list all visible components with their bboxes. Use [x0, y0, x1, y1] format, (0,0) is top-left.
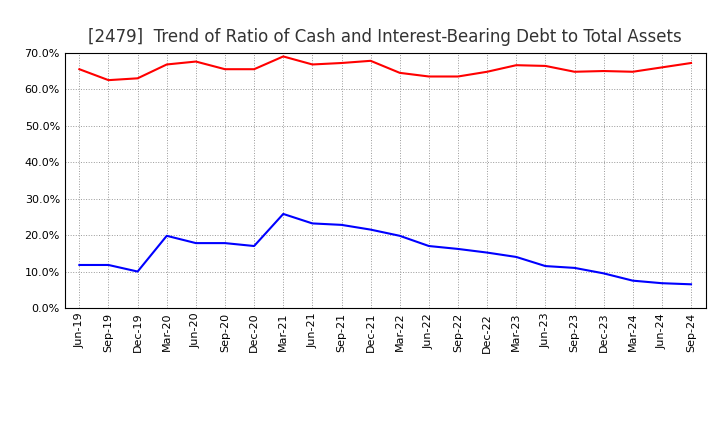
- Cash: [395, 70, 404, 76]
- Cash: [192, 59, 200, 64]
- Interest-Bearing Debt: [308, 221, 317, 226]
- Interest-Bearing Debt: [629, 278, 637, 283]
- Cash: [75, 66, 84, 72]
- Interest-Bearing Debt: [599, 271, 608, 276]
- Interest-Bearing Debt: [657, 281, 666, 286]
- Cash: [657, 65, 666, 70]
- Interest-Bearing Debt: [163, 233, 171, 238]
- Cash: [425, 74, 433, 79]
- Title: [2479]  Trend of Ratio of Cash and Interest-Bearing Debt to Total Assets: [2479] Trend of Ratio of Cash and Intere…: [89, 28, 682, 46]
- Cash: [570, 69, 579, 74]
- Cash: [337, 60, 346, 66]
- Interest-Bearing Debt: [337, 222, 346, 227]
- Cash: [163, 62, 171, 67]
- Cash: [104, 77, 113, 83]
- Interest-Bearing Debt: [75, 262, 84, 268]
- Cash: [308, 62, 317, 67]
- Interest-Bearing Debt: [454, 246, 462, 252]
- Interest-Bearing Debt: [395, 233, 404, 238]
- Interest-Bearing Debt: [425, 243, 433, 249]
- Cash: [454, 74, 462, 79]
- Interest-Bearing Debt: [366, 227, 375, 232]
- Interest-Bearing Debt: [541, 264, 550, 269]
- Cash: [220, 66, 229, 72]
- Interest-Bearing Debt: [279, 211, 287, 216]
- Line: Cash: Cash: [79, 56, 691, 80]
- Cash: [541, 63, 550, 69]
- Cash: [687, 60, 696, 66]
- Cash: [512, 62, 521, 68]
- Interest-Bearing Debt: [512, 254, 521, 260]
- Cash: [250, 66, 258, 72]
- Interest-Bearing Debt: [133, 269, 142, 274]
- Cash: [133, 76, 142, 81]
- Interest-Bearing Debt: [104, 262, 113, 268]
- Interest-Bearing Debt: [250, 243, 258, 249]
- Cash: [599, 68, 608, 73]
- Interest-Bearing Debt: [220, 241, 229, 246]
- Interest-Bearing Debt: [570, 265, 579, 271]
- Interest-Bearing Debt: [483, 250, 492, 255]
- Cash: [483, 69, 492, 74]
- Cash: [629, 69, 637, 74]
- Line: Interest-Bearing Debt: Interest-Bearing Debt: [79, 214, 691, 284]
- Interest-Bearing Debt: [687, 282, 696, 287]
- Cash: [366, 58, 375, 63]
- Cash: [279, 54, 287, 59]
- Interest-Bearing Debt: [192, 241, 200, 246]
